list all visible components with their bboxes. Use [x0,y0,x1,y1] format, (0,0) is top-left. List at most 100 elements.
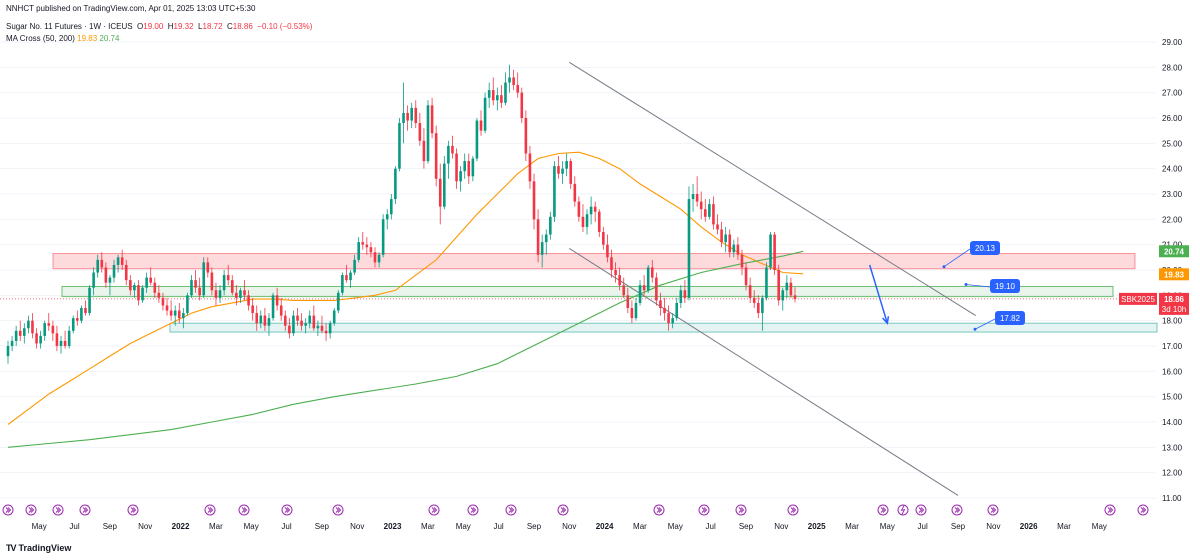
y-tick-label: 14.00 [1162,418,1183,427]
contract-tag-label: SBK2025 [1121,295,1155,304]
candle [341,275,344,293]
price-tag [1159,292,1189,315]
candle [748,285,752,298]
candle [259,315,263,324]
candle [27,320,30,329]
candle [789,282,793,296]
callout-label: 20.13 [975,244,996,253]
x-tick-label: Sep [739,522,754,531]
published-note: NNHCT published on TradingView.com, Apr … [6,4,256,13]
callout-anchor [973,327,977,331]
candle [369,247,373,253]
event-arrow-icon [332,504,344,516]
event-arrow-icon [127,504,139,516]
chevron-icon [956,507,961,513]
candles [6,64,797,364]
y-tick-label: 25.00 [1162,139,1183,148]
event-arrow-icon [915,504,927,516]
symbol-legend[interactable]: Sugar No. 11 Futures · 1W · ICEUS O19.00… [6,22,312,31]
candle [512,77,515,86]
event-arrow-icon [557,504,569,516]
chevron-icon [656,507,661,513]
x-tick-label: Jul [281,522,291,531]
candle [165,305,169,311]
candle [610,257,613,270]
moving-averages [7,151,804,448]
price-zones [52,253,1158,333]
price-tag-value: 19.83 [1164,270,1185,279]
event-arrow-icon [505,504,517,516]
candle [691,194,695,200]
ma-legend[interactable]: MA Cross (50, 200) 19.83 20.74 [6,34,119,43]
event-arrow-icon [52,504,64,516]
candle [112,264,116,278]
candle [618,275,621,286]
descending-channel [569,61,976,496]
candle [634,302,638,319]
brand-name: TradingView [18,543,72,553]
mid-zone [61,285,1114,298]
price-tag [1159,268,1189,281]
chevron-icon [28,507,33,513]
chevron-icon [990,507,995,513]
candle [487,90,491,98]
candle [124,264,128,281]
callout-leader [965,284,991,288]
y-tick-label: 21.00 [1162,241,1183,250]
candle [92,272,95,288]
candle [304,323,307,326]
callout-box [995,311,1025,325]
y-tick-label: 17.00 [1162,342,1183,351]
candle [418,123,422,141]
candle [606,244,609,258]
chevron-icon [740,507,745,513]
event-arrow-icon [735,504,747,516]
candle [377,254,381,263]
candle [720,229,723,243]
candle [744,267,748,286]
candle [80,308,83,321]
y-tick-label: 27.00 [1162,89,1183,98]
candle [120,257,124,265]
chevron-icon [241,507,246,513]
candle [761,297,764,314]
candle [47,323,51,326]
x-axis: May Jul Sep Nov 2022 Mar May Jul Sep Nov 2023 Mar Ma… [32,522,1107,531]
tradingview-brand[interactable]: TV TradingView [6,543,71,553]
candle [230,280,234,293]
ohlc-change: −0.10 (−0.53%) [257,22,313,31]
event-arrow-icon [698,504,710,516]
bolt-icon [900,505,906,515]
price-tag [1159,245,1189,258]
chevron-icon [470,507,475,513]
candle [752,297,756,303]
candle [76,318,79,321]
candle [626,295,630,308]
candle [597,211,601,232]
x-tick-label: Mar [1057,522,1071,531]
candle [777,270,780,301]
candle [361,242,365,245]
event-arrow-icon [987,504,999,516]
candle [671,318,674,324]
candle [422,140,426,162]
price-tag-countdown: 3d 10h [1162,305,1186,314]
candle [161,297,165,306]
candle [736,244,740,255]
candle [214,290,218,298]
candle [275,295,279,306]
candle [483,97,487,131]
candle [353,259,356,273]
candle [475,120,479,159]
x-tick-label: 2022 [172,522,190,531]
candle [137,285,140,301]
candle [622,285,626,296]
candle [279,305,283,316]
candle [349,272,352,281]
candle [540,242,544,255]
x-tick-label: 2025 [808,522,826,531]
candle [443,163,446,207]
candle [198,287,201,296]
candle [740,254,744,268]
